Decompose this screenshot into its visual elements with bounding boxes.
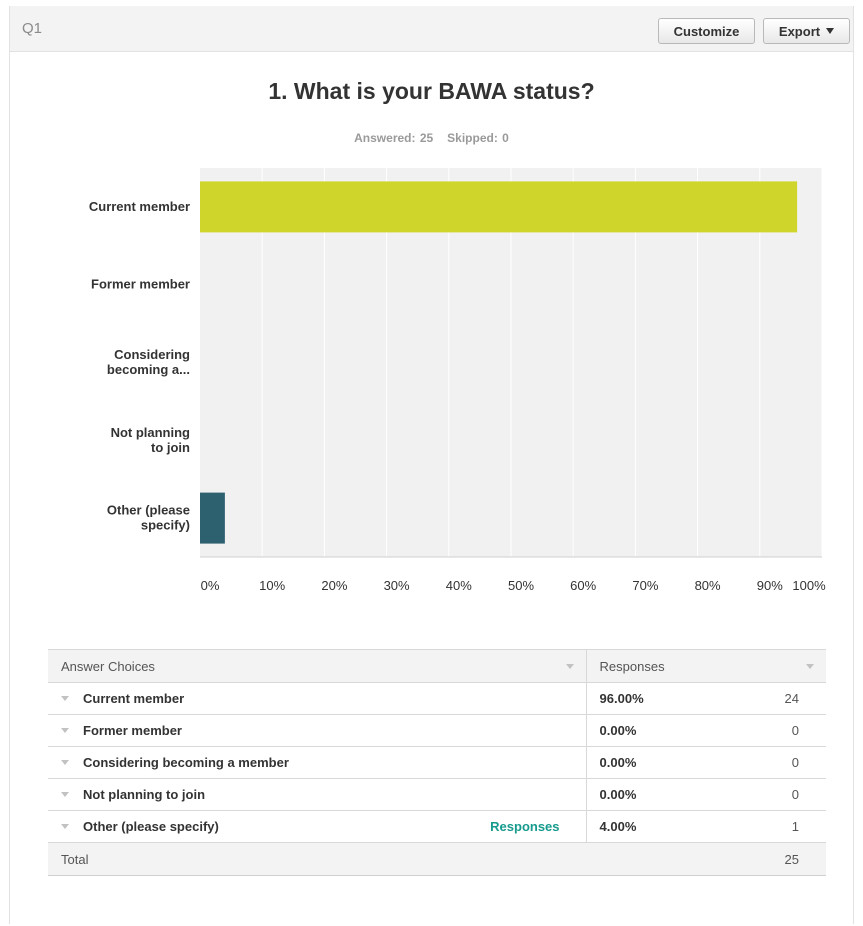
- table-header-row: Answer Choices Responses: [48, 649, 826, 683]
- response-count: 0: [720, 778, 826, 811]
- answer-stats: Answered: 25 Skipped: 0: [0, 131, 863, 145]
- x-tick-label: 0%: [201, 578, 220, 593]
- responses-header[interactable]: Responses: [586, 649, 826, 683]
- category-label: Considering: [114, 347, 190, 362]
- caret-down-icon: [826, 28, 835, 34]
- response-percent: 4.00%: [586, 810, 721, 843]
- x-tick-label: 60%: [570, 578, 596, 593]
- response-count: 0: [720, 746, 826, 779]
- expand-caret-icon[interactable]: [61, 696, 69, 702]
- expand-caret-icon[interactable]: [61, 792, 69, 798]
- expand-caret-icon[interactable]: [61, 824, 69, 830]
- expand-caret-icon[interactable]: [61, 760, 69, 766]
- table-row: Not planning to join 0.00% 0: [48, 778, 826, 811]
- table-row: Former member 0.00% 0: [48, 714, 826, 747]
- expand-caret-icon[interactable]: [61, 728, 69, 734]
- total-row: Total 25: [48, 842, 826, 876]
- choice-label: Considering becoming a member: [83, 755, 289, 770]
- x-tick-label: 70%: [632, 578, 658, 593]
- view-responses-link[interactable]: Responses: [490, 819, 560, 834]
- category-label: becoming a...: [107, 362, 190, 377]
- x-tick-label: 10%: [259, 578, 285, 593]
- question-header-bar: Q1 Customize Export: [10, 6, 853, 52]
- export-button[interactable]: Export: [763, 18, 850, 44]
- response-count: 1: [720, 810, 826, 843]
- bar-chart: 0% 10% 20% 30% 40% 50% 60% 70% 80% 90% 100% Current…: [89, 168, 826, 593]
- x-tick-label: 40%: [446, 578, 472, 593]
- sort-caret-icon: [565, 664, 574, 669]
- sort-caret-icon: [806, 664, 814, 669]
- x-tick-label: 80%: [695, 578, 721, 593]
- choice-label: Former member: [83, 723, 182, 738]
- x-tick-label: 20%: [321, 578, 347, 593]
- export-label: Export: [778, 23, 821, 39]
- response-percent: 96.00%: [586, 682, 721, 715]
- question-title: 1. What is your BAWA status?: [268, 78, 595, 104]
- category-label: Former member: [91, 277, 190, 292]
- response-percent: 0.00%: [586, 714, 721, 747]
- choice-label: Other (please specify): [83, 819, 219, 834]
- total-count: 25: [720, 842, 826, 876]
- category-label: Not planning: [111, 425, 190, 440]
- skipped-count: Skipped: 0: [447, 131, 509, 145]
- category-label: Other (please: [107, 503, 190, 518]
- answered-count: Answered: 25: [354, 131, 434, 145]
- table-row: Considering becoming a member 0.00% 0: [48, 746, 826, 779]
- bar: [200, 492, 225, 544]
- response-count: 24: [720, 682, 826, 715]
- question-number: Q1: [22, 20, 43, 37]
- category-label: Current member: [89, 199, 190, 214]
- x-tick-label: 50%: [508, 578, 534, 593]
- total-label: Total: [61, 851, 89, 867]
- category-label: specify): [141, 518, 190, 533]
- responses-table: Answer Choices Responses Current member …: [48, 649, 826, 876]
- customize-label: Customize: [673, 23, 740, 39]
- choice-label: Current member: [83, 691, 185, 706]
- response-count: 0: [720, 714, 826, 747]
- table-row: Current member 96.00% 24: [48, 682, 826, 715]
- x-tick-label: 90%: [757, 578, 783, 593]
- x-tick-label: 30%: [384, 578, 410, 593]
- x-tick-label: 100%: [792, 578, 826, 593]
- response-percent: 0.00%: [586, 746, 721, 779]
- answer-choices-header[interactable]: Answer Choices: [48, 649, 587, 683]
- customize-button[interactable]: Customize: [658, 18, 755, 44]
- bar: [200, 181, 798, 233]
- response-percent: 0.00%: [586, 778, 721, 811]
- choice-label: Not planning to join: [83, 787, 206, 802]
- category-label: to join: [151, 440, 190, 455]
- table-row: Other (please specify) Responses 4.00% 1: [48, 810, 826, 843]
